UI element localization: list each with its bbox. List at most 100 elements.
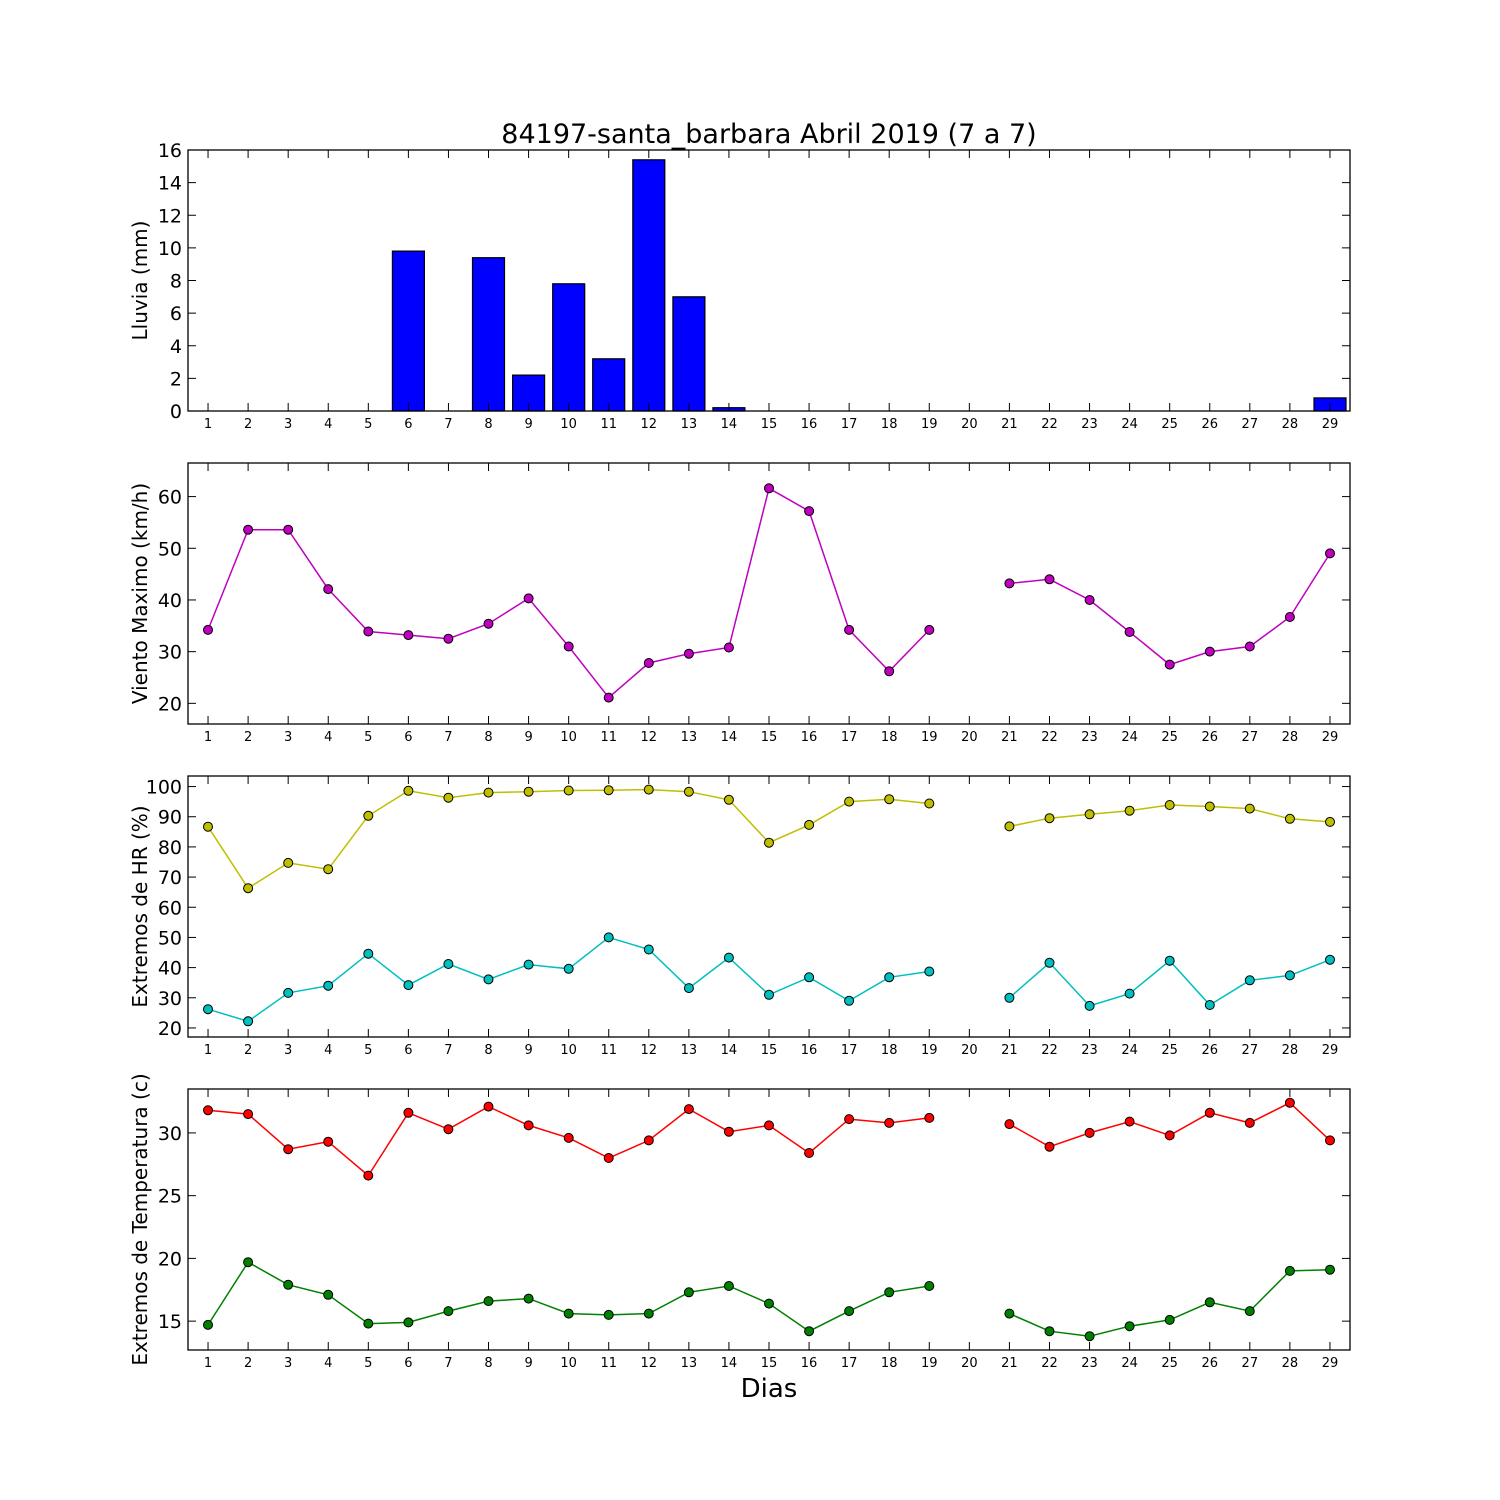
x-tick-label: 9 [524,417,532,432]
x-tick-label: 19 [921,730,938,745]
temp-min-point-day-21 [1004,1308,1015,1319]
hr-max-point-day-14 [723,794,734,805]
temp-max-point-day-3 [283,1144,294,1155]
temp-max-point-day-4 [323,1136,334,1147]
x-tick-label: 10 [560,730,577,745]
x-tick-label: 12 [641,1356,658,1371]
temp-max-point-day-28 [1284,1097,1295,1108]
hr-min-point-day-3 [283,987,294,998]
y-tick-label: 20 [158,693,182,715]
x-tick-label: 4 [324,417,332,432]
x-tick-label: 25 [1161,730,1178,745]
x-tick-label: 9 [524,1043,532,1058]
x-tick-label: 8 [484,1043,492,1058]
x-tick-label: 17 [841,1356,858,1371]
wind-max-point-day-3 [283,524,294,535]
temp-max-point-day-27 [1244,1117,1255,1128]
temp-max-point-day-8 [483,1101,494,1112]
hr-min-point-day-10 [563,963,574,974]
wind-max-point-day-25 [1164,659,1175,670]
x-tick-label: 21 [1001,417,1018,432]
chart-title: 84197-santa_barbara Abril 2019 (7 a 7) [501,119,1036,150]
x-tick-label: 24 [1121,1356,1138,1371]
y-tick-label: 30 [158,642,182,664]
x-tick-label: 4 [324,1356,332,1371]
x-tick-label: 24 [1121,417,1138,432]
x-tick-label: 19 [921,1356,938,1371]
x-tick-label: 12 [641,1043,658,1058]
hr-min-point-day-24 [1124,988,1135,999]
y-tick-label: 15 [158,1311,182,1333]
temp-max-point-day-12 [643,1135,654,1146]
wind-max-point-day-7 [443,633,454,644]
y-tick-label: 25 [158,1186,182,1208]
y-tick-label: 70 [158,867,182,889]
x-tick-label: 23 [1081,1043,1098,1058]
temp-max-point-day-22 [1044,1141,1055,1152]
temp-min-point-day-28 [1284,1265,1295,1276]
temp-max-point-day-21 [1004,1119,1015,1130]
x-tick-label: 7 [444,730,452,745]
x-tick-label: 21 [1001,1043,1018,1058]
hr-max-point-day-25 [1164,800,1175,810]
temp-min-point-day-23 [1084,1331,1095,1342]
y-tick-label: 30 [158,1123,182,1145]
x-tick-label: 6 [404,1356,412,1371]
hr-min-point-day-23 [1084,1000,1095,1011]
x-tick-label: 28 [1282,1043,1299,1058]
hr-min-point-day-28 [1284,970,1295,981]
hr-max-point-day-17 [844,796,855,807]
temp-min-point-day-9 [523,1293,534,1304]
hr-min-point-day-13 [683,983,694,994]
temp-max-point-day-5 [363,1170,374,1181]
temp-min-point-day-7 [443,1306,454,1317]
x-tick-label: 18 [881,730,898,745]
wind-max-point-day-19 [924,624,935,635]
hr-max-point-day-1 [203,821,213,832]
hr-max-point-day-8 [483,787,494,798]
x-tick-label: 29 [1322,1356,1339,1371]
temp-min-point-day-24 [1124,1321,1135,1332]
temp-min-point-day-13 [683,1287,694,1298]
x-tick-label: 9 [524,730,532,745]
wind-max-point-day-17 [844,624,855,635]
wind-max-point-day-26 [1204,646,1215,657]
temp-min-point-day-29 [1325,1264,1335,1275]
x-tick-label: 13 [681,730,698,745]
x-tick-label: 14 [721,1043,738,1058]
hr-min-point-day-17 [844,995,855,1006]
hr-max-point-day-9 [523,786,534,797]
temp-min-point-day-27 [1244,1306,1255,1317]
x-tick-label: 22 [1041,1043,1058,1058]
hr-max-point-day-5 [363,810,374,821]
hr-max-point-day-21 [1004,821,1015,832]
hr-min-point-day-29 [1325,954,1335,965]
y-tick-label: 4 [170,336,182,358]
x-tick-label: 18 [881,1356,898,1371]
hr-min-point-day-22 [1044,957,1055,968]
hr-max-point-day-18 [884,794,895,805]
hr-max-point-day-3 [283,857,294,868]
x-tick-label: 27 [1242,1356,1259,1371]
x-tick-label: 17 [841,730,858,745]
hr-min-point-day-16 [804,972,815,983]
x-tick-label: 29 [1322,1043,1339,1058]
rain-bar-day-10 [552,283,586,412]
y-tick-label: 50 [158,927,182,949]
wind-max-point-day-5 [363,626,374,637]
x-tick-label: 15 [761,1043,778,1058]
x-tick-label: 26 [1201,417,1218,432]
hr-max-point-day-7 [443,792,454,803]
x-tick-label: 13 [681,417,698,432]
wind-max-point-day-10 [563,641,574,652]
temp-max-point-day-26 [1204,1107,1215,1118]
x-tick-label: 7 [444,1043,452,1058]
temp-min-point-day-10 [563,1308,574,1319]
x-tick-label: 21 [1001,1356,1018,1371]
temp-max-point-day-6 [403,1107,414,1118]
x-tick-label: 11 [600,417,617,432]
temp-max-point-day-24 [1124,1116,1135,1127]
wind-max-point-day-18 [884,666,895,677]
